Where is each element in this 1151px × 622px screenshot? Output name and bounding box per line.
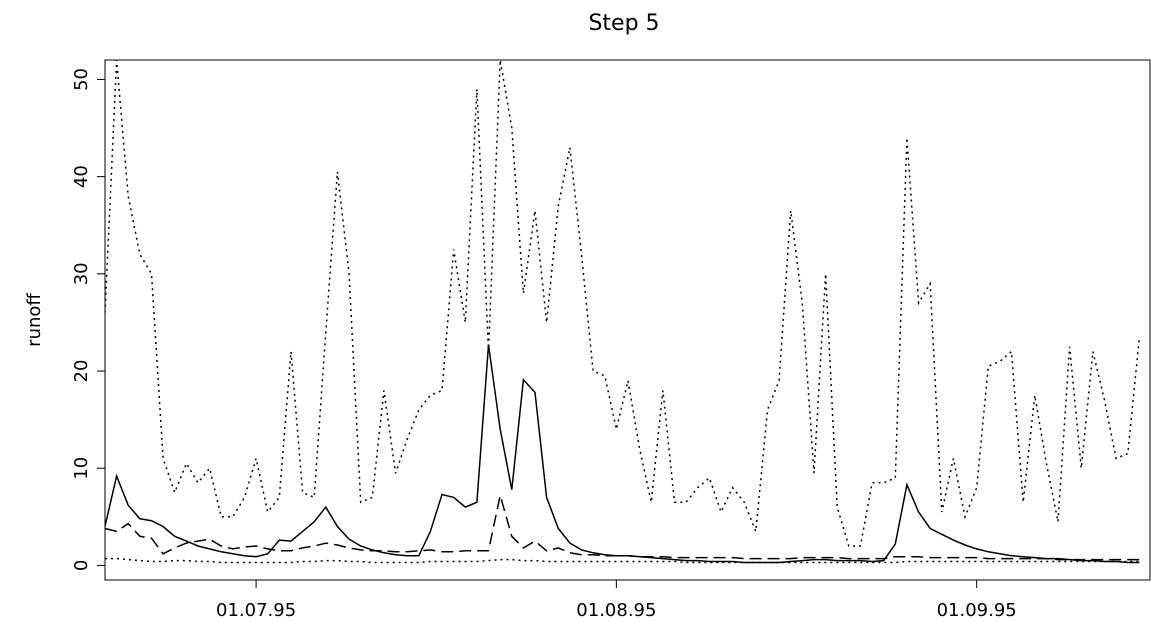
series-line: [105, 60, 1141, 547]
y-tick-label: 50: [71, 68, 92, 91]
y-tick-label: 10: [71, 457, 92, 480]
y-tick-label: 30: [71, 262, 92, 285]
x-tick-label: 01.07.95: [216, 600, 296, 621]
chart-title: Step 5: [588, 11, 659, 36]
y-tick-label: 40: [71, 165, 92, 188]
x-tick-label: 01.08.95: [576, 600, 656, 621]
series-line: [105, 495, 1140, 561]
series-line: [105, 557, 1140, 564]
y-tick-label: 20: [71, 360, 92, 383]
y-axis-label: runoff: [24, 293, 45, 347]
y-tick-label: 0: [71, 560, 92, 571]
x-tick-label: 01.09.95: [937, 600, 1017, 621]
series-line: [105, 344, 1140, 564]
plot-area: [105, 60, 1141, 564]
plot-box: [104, 59, 1151, 581]
